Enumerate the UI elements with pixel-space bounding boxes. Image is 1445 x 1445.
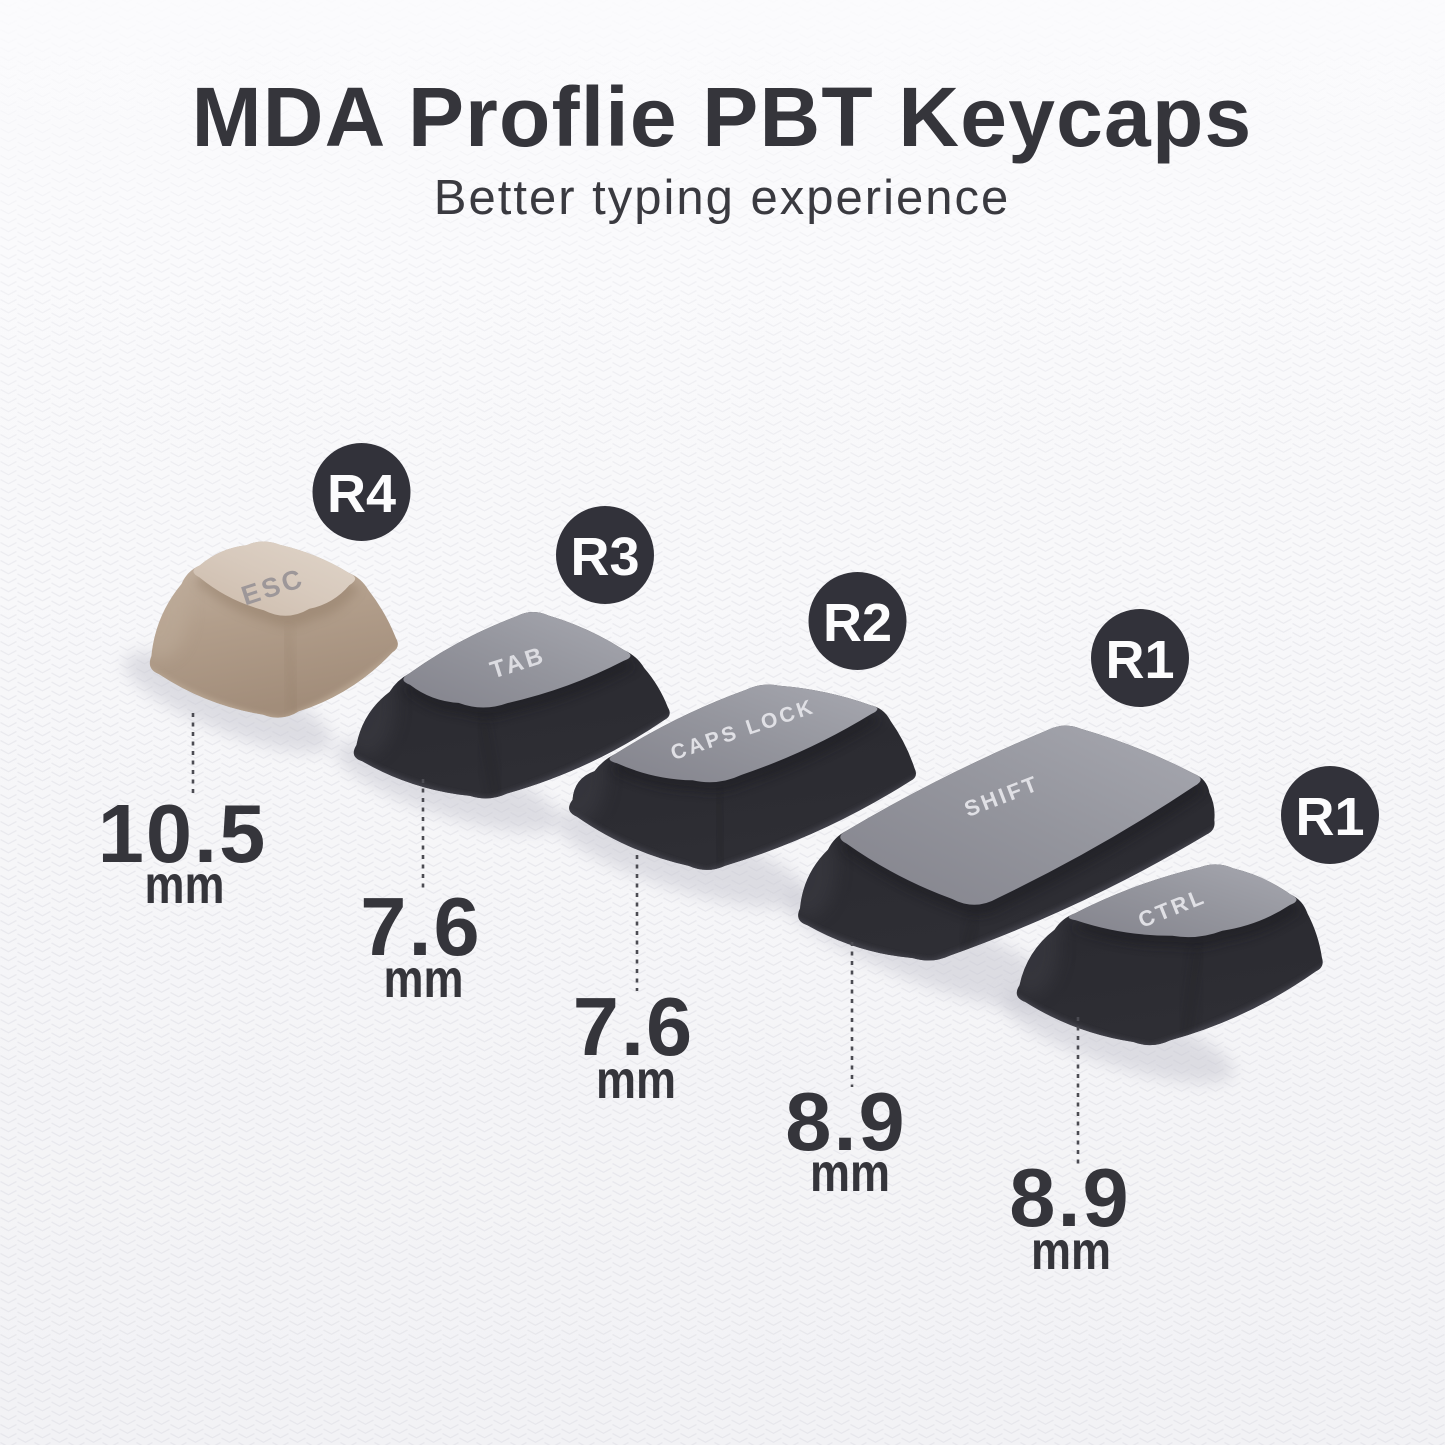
- svg-text:R1: R1: [1105, 630, 1174, 690]
- svg-text:mm: mm: [145, 855, 225, 915]
- svg-text:MDA Proflie PBT Keycaps: MDA Proflie PBT Keycaps: [192, 70, 1253, 164]
- svg-text:mm: mm: [1031, 1221, 1111, 1281]
- svg-text:7.6: 7.6: [360, 880, 481, 973]
- svg-text:8.9: 8.9: [785, 1075, 906, 1168]
- svg-text:mm: mm: [384, 949, 464, 1009]
- svg-text:10.5: 10.5: [98, 787, 268, 880]
- svg-text:mm: mm: [810, 1143, 890, 1203]
- svg-text:R4: R4: [327, 464, 396, 524]
- svg-text:7.6: 7.6: [573, 980, 694, 1073]
- svg-text:Better typing experience: Better typing experience: [434, 171, 1010, 225]
- svg-text:R3: R3: [570, 527, 639, 587]
- svg-text:mm: mm: [596, 1050, 676, 1110]
- svg-text:8.9: 8.9: [1009, 1151, 1130, 1244]
- svg-text:R2: R2: [823, 593, 892, 653]
- svg-text:R1: R1: [1295, 787, 1364, 847]
